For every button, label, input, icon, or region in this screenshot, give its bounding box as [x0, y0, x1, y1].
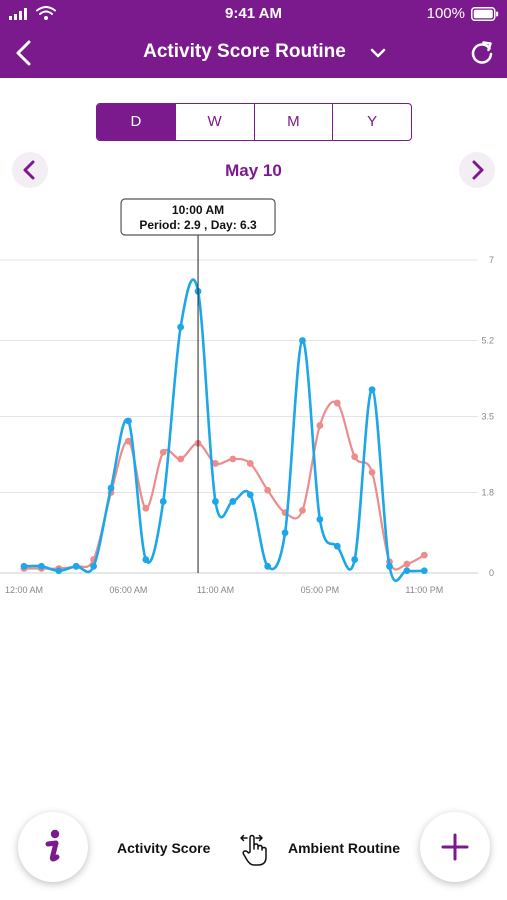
data-point-activity-score [299, 337, 306, 344]
data-point-ambient-routine [159, 448, 167, 456]
refresh-icon[interactable] [467, 38, 497, 68]
signal-icon [9, 8, 27, 20]
data-point-ambient-routine [333, 399, 341, 407]
tooltip-box [120, 198, 276, 236]
activity-line-chart[interactable]: 7 5.2 3.5 1.8 0 12:00 AM 06:00 AM 11:00 AM 05:00… [0, 195, 507, 605]
data-point-activity-score [229, 498, 237, 505]
swipe-gesture-icon[interactable] [238, 832, 270, 868]
add-button[interactable] [420, 812, 490, 882]
date-navigation: May 10 [0, 152, 507, 190]
data-point-ambient-routine [264, 486, 272, 494]
segment-month[interactable]: M [253, 104, 333, 140]
data-point-activity-score [420, 567, 428, 575]
data-point-ambient-routine [212, 460, 219, 467]
data-point-activity-score [90, 562, 98, 570]
data-point-activity-score [38, 562, 45, 570]
x-tick-label: 06:00 AM [109, 585, 147, 595]
data-point-activity-score [264, 562, 272, 570]
segment-week[interactable]: W [174, 104, 254, 140]
period-segmented-control: D W M Y [96, 103, 412, 141]
y-tick-label: 5.2 [481, 335, 494, 345]
data-point-ambient-routine [229, 455, 237, 463]
plus-icon [441, 833, 469, 861]
data-point-activity-score [386, 562, 393, 570]
chevron-down-icon[interactable] [367, 43, 389, 63]
data-point-activity-score [281, 529, 289, 537]
y-tick-label: 1.8 [481, 488, 494, 498]
info-button[interactable] [18, 812, 88, 882]
data-point-ambient-routine [403, 560, 411, 568]
x-tick-label: 05:00 PM [301, 585, 340, 595]
x-tick-label: 11:00 AM [197, 585, 234, 595]
data-point-ambient-routine [125, 437, 132, 445]
data-point-ambient-routine [351, 453, 359, 461]
legend-activity-score: Activity Score [117, 840, 211, 856]
legend-ambient-routine: Ambient Routine [288, 840, 400, 856]
data-point-activity-score [333, 542, 341, 550]
nav-bar: Activity Score Routine [0, 28, 507, 78]
data-point-ambient-routine [316, 422, 324, 429]
y-tick-label: 7 [489, 255, 494, 265]
data-point-ambient-routine [142, 504, 150, 512]
data-point-activity-score [351, 556, 359, 563]
data-point-activity-score [159, 498, 167, 505]
tooltip-time: 10:00 AM [172, 203, 224, 217]
data-point-activity-score [72, 562, 80, 570]
data-point-ambient-routine [420, 551, 428, 559]
date-label: May 10 [225, 161, 282, 180]
data-point-activity-score [20, 562, 28, 570]
chevron-left-icon[interactable] [12, 152, 48, 188]
bottom-bar: Activity Score Ambient Routine [0, 812, 507, 888]
info-icon [45, 829, 60, 862]
data-point-activity-score [212, 498, 219, 505]
data-point-activity-score [246, 491, 254, 499]
battery-icon [471, 7, 499, 21]
status-bar: 9:41 AM 100% [0, 0, 507, 28]
y-tick-label: 3.5 [481, 412, 494, 422]
y-tick-label: 0 [489, 568, 494, 578]
chevron-right-icon[interactable] [459, 152, 495, 188]
battery-percentage: 100% [426, 5, 465, 22]
data-point-activity-score [368, 386, 376, 394]
tooltip-values: Period: 2.9 , Day: 6.3 [139, 218, 257, 232]
wifi-icon [36, 6, 56, 20]
data-point-ambient-routine [246, 460, 254, 467]
data-point-ambient-routine [177, 455, 185, 463]
data-point-activity-score [107, 484, 115, 492]
x-tick-label: 12:00 AM [5, 585, 43, 595]
data-point-activity-score [403, 567, 411, 575]
data-point-activity-score [316, 515, 324, 523]
segment-year[interactable]: Y [332, 104, 411, 140]
data-point-activity-score [177, 323, 185, 331]
segment-day[interactable]: D [97, 104, 175, 140]
data-point-activity-score [142, 556, 150, 563]
x-tick-label: 11:00 PM [405, 585, 443, 595]
series-line-ambient-routine [24, 400, 425, 571]
data-point-activity-score [125, 417, 132, 425]
data-point-ambient-routine [299, 507, 306, 514]
data-point-activity-score [55, 567, 63, 575]
data-point-ambient-routine [368, 468, 376, 476]
series-line-activity-score [23, 278, 425, 583]
back-arrow-icon[interactable] [10, 38, 40, 68]
status-time: 9:41 AM [225, 5, 282, 22]
page-title[interactable]: Activity Score Routine [143, 41, 346, 62]
